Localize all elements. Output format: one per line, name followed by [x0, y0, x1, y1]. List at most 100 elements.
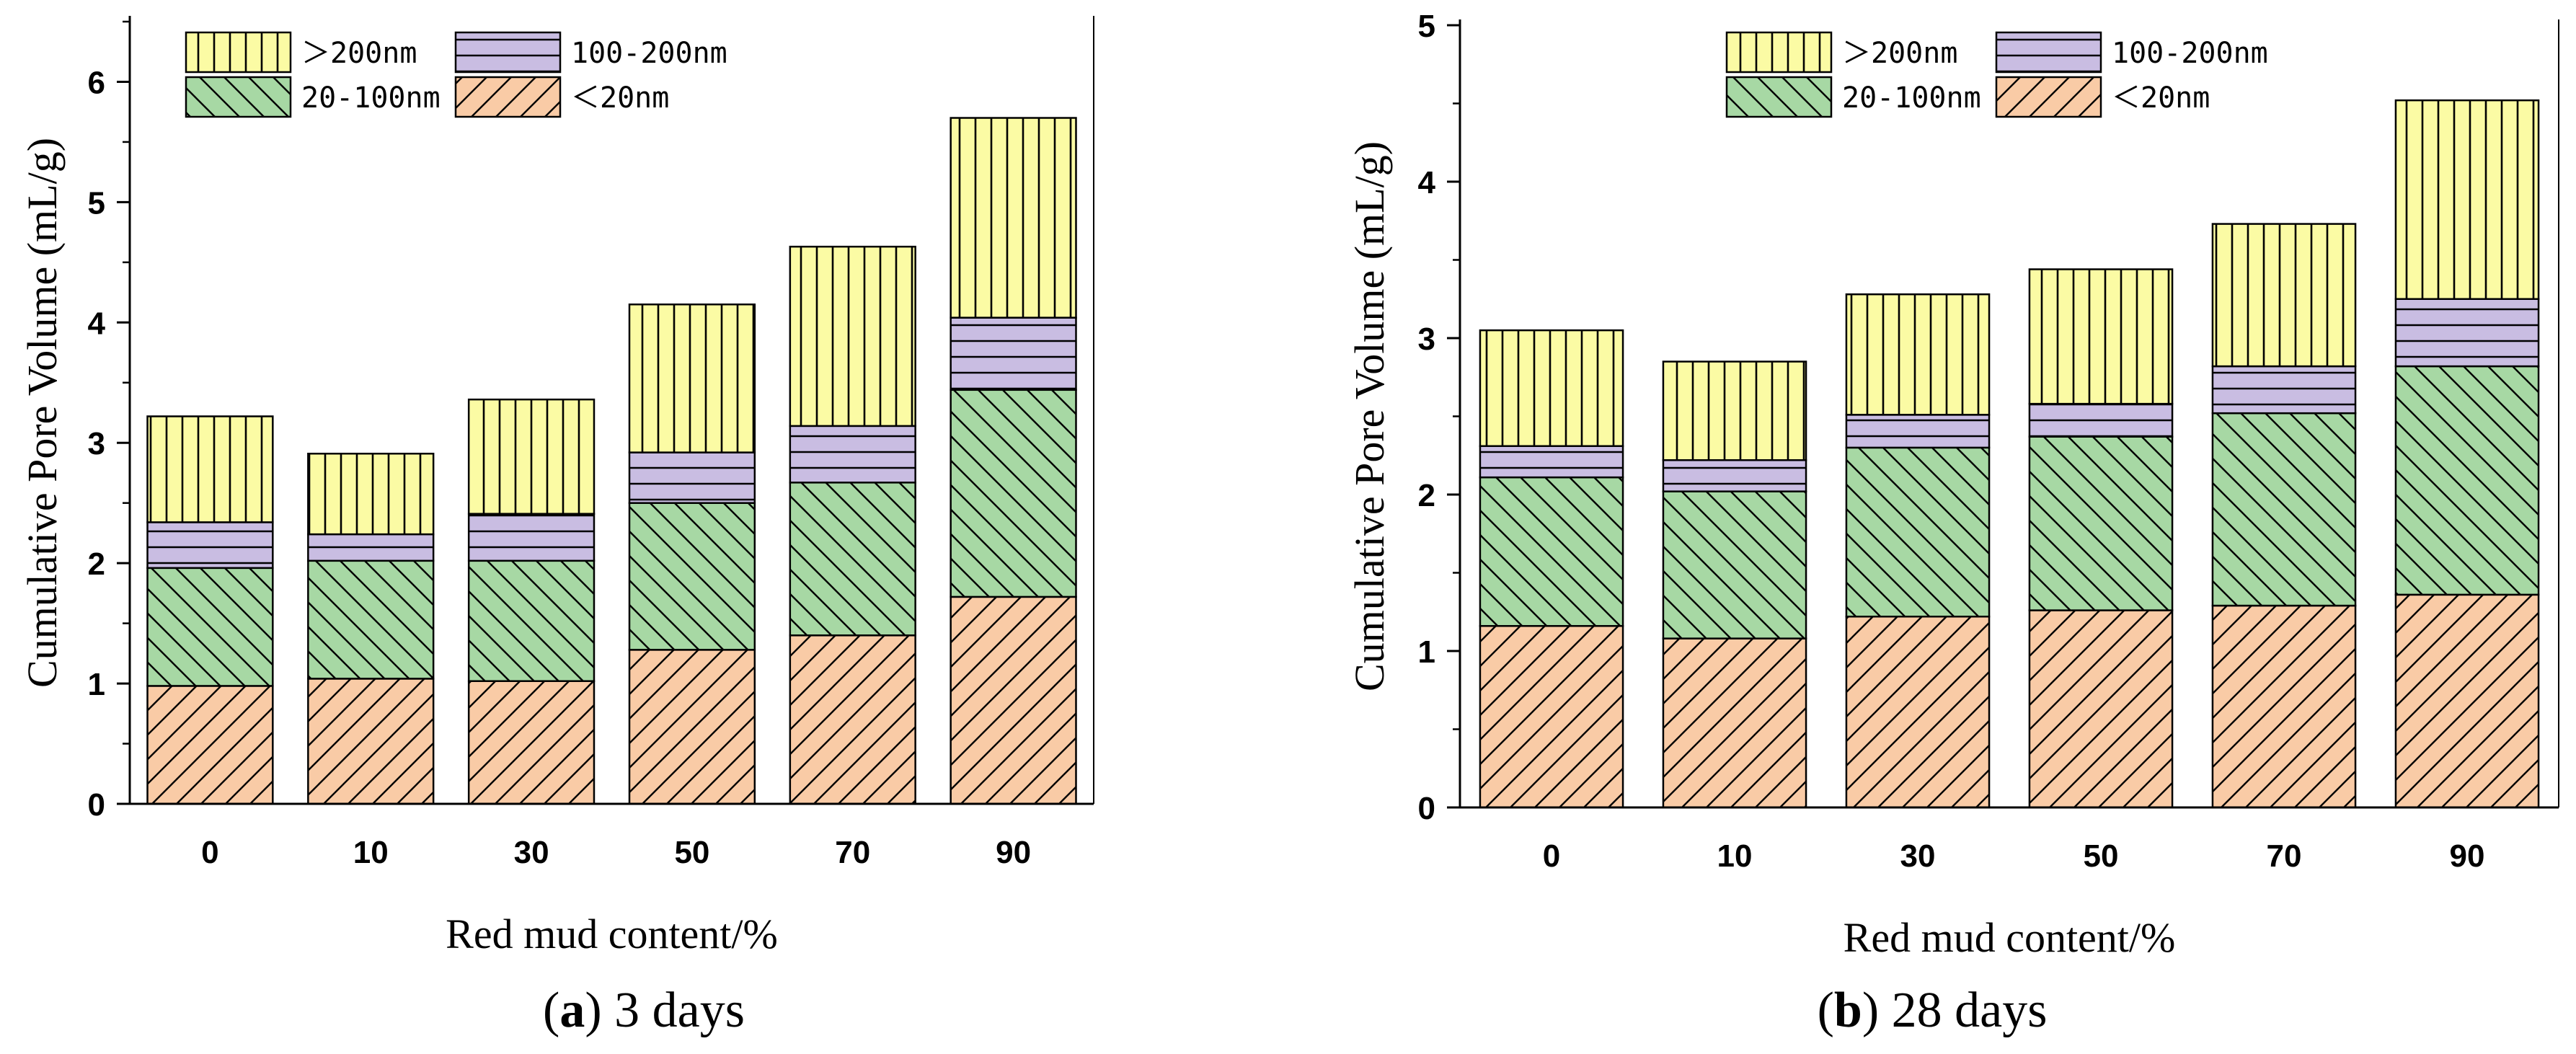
legend-swatch-gt200	[1725, 31, 1833, 74]
legend-label-r100_200: 100-200nm	[571, 37, 727, 70]
caption-a-letter: a	[559, 983, 585, 1038]
x-tick-label-10: 10	[1717, 838, 1753, 874]
bar-segment-gt200-90	[2394, 99, 2540, 300]
bar-segment-r20_100-70	[2211, 412, 2357, 607]
bar-segment-lt20-30	[467, 680, 596, 805]
y-tick-label-5: 5	[88, 185, 105, 221]
bar-segment-lt20-50	[2028, 609, 2174, 809]
legend-swatch-r20_100	[1725, 76, 1833, 118]
y-tick-label-0: 0	[88, 787, 105, 823]
bar-group-70	[2211, 223, 2357, 809]
bar-group-10	[307, 453, 435, 805]
legend: ＞200nm 100-200nm 20-100nm ＜20nm	[1725, 31, 2268, 118]
bar-segment-r100_200-50	[2028, 402, 2174, 438]
x-tick-label-70: 70	[2267, 838, 2302, 874]
bar-segment-lt20-90	[2394, 593, 2540, 809]
legend-swatch-lt20	[454, 76, 562, 118]
bar-segment-r100_200-10	[1662, 459, 1807, 492]
x-tick-label-30: 30	[514, 835, 549, 870]
legend-label-r20_100: 20-100nm	[301, 81, 441, 115]
bar-group-50	[2028, 268, 2174, 809]
legend: ＞200nm 100-200nm 20-100nm ＜20nm	[185, 31, 727, 118]
y-tick-label-5: 5	[1418, 9, 1435, 44]
x-axis-title: Red mud content/%	[1844, 914, 2176, 959]
x-axis-title: Red mud content/%	[446, 911, 778, 957]
bar-segment-r20_100-0	[1479, 476, 1624, 627]
legend-label-gt200: ＞200nm	[1842, 37, 1957, 70]
x-tick-label-10: 10	[353, 835, 389, 870]
legend-label-lt20: ＜20nm	[571, 81, 669, 115]
legend-swatch-gt200	[185, 31, 292, 74]
bar-segment-lt20-10	[307, 678, 435, 805]
y-axis-title: Cumulative Pore Volume (mL/g)	[19, 138, 66, 688]
bar-segment-gt200-10	[307, 453, 435, 536]
legend-swatch-r100_200	[454, 31, 562, 74]
x-tick-label-90: 90	[2450, 838, 2485, 874]
bar-group-90	[950, 117, 1077, 805]
bar-segment-gt200-50	[2028, 268, 2174, 405]
bar-segment-r100_200-0	[1479, 445, 1624, 479]
bar-group-30	[1845, 293, 1991, 809]
y-tick-label-2: 2	[88, 546, 105, 582]
bar-group-90	[2394, 99, 2540, 809]
bar-segment-r20_100-0	[146, 567, 274, 687]
bar-segment-r100_200-30	[1845, 414, 1991, 449]
caption-b-letter: b	[1833, 983, 1862, 1038]
chart-a-svg: 0 10 30 50 70 90 0 1 2 3 4 5 6 Red mud content/% Cumul…	[19, 16, 1094, 957]
bar-segment-r20_100-30	[1845, 446, 1991, 618]
bar-group-0	[146, 415, 274, 805]
legend-label-r100_200: 100-200nm	[2112, 37, 2268, 70]
bar-segment-r100_200-90	[2394, 298, 2540, 368]
x-tick-label-0: 0	[201, 835, 218, 870]
bar-segment-lt20-0	[146, 685, 274, 805]
legend-label-r20_100: 20-100nm	[1842, 81, 1981, 115]
bar-group-0	[1479, 329, 1624, 809]
bar-segment-r20_100-50	[2028, 435, 2174, 611]
bar-segment-r100_200-50	[628, 451, 756, 504]
legend-label-gt200: ＞200nm	[301, 37, 417, 70]
bar-segment-r20_100-10	[307, 559, 435, 680]
y-tick-label-4: 4	[88, 306, 106, 341]
y-tick-label-3: 3	[88, 426, 105, 461]
bar-segment-r100_200-0	[146, 521, 274, 570]
bar-segment-r100_200-10	[307, 533, 435, 562]
bar-segment-lt20-70	[2211, 604, 2357, 809]
bar-segment-r100_200-30	[467, 513, 596, 562]
bar-segment-gt200-90	[950, 117, 1077, 319]
bar-segment-gt200-10	[1662, 360, 1807, 461]
y-tick-label-1: 1	[88, 667, 105, 702]
y-tick-label-3: 3	[1418, 322, 1435, 357]
bar-group-10	[1662, 360, 1807, 809]
caption-b: (b) 28 days	[1817, 983, 2048, 1038]
x-tick-label-50: 50	[2084, 838, 2119, 874]
x-tick-label-0: 0	[1543, 838, 1560, 874]
bar-segment-gt200-30	[1845, 293, 1991, 416]
y-tick-label-4: 4	[1418, 165, 1436, 200]
bar-group-70	[789, 245, 916, 805]
bar-segment-r100_200-70	[2211, 365, 2357, 415]
bar-group-50	[628, 304, 756, 805]
bar-segment-r100_200-90	[950, 316, 1077, 391]
chart-panel-b: 0 10 30 50 70 90 0 1 2 3 4 5 Red mud content/% Cumula…	[1288, 0, 2576, 1054]
y-tick-label-6: 6	[88, 65, 105, 100]
bar-segment-gt200-0	[146, 415, 274, 523]
bar-segment-r20_100-90	[2394, 365, 2540, 596]
bar-segment-gt200-70	[789, 245, 916, 428]
x-tick-label-30: 30	[1900, 838, 1936, 874]
bar-segment-gt200-70	[2211, 223, 2357, 368]
bar-segment-lt20-90	[950, 595, 1077, 805]
chart-b-svg: 0 10 30 50 70 90 0 1 2 3 4 5 Red mud content/% Cumula…	[1346, 9, 2559, 959]
caption-a-text: 3 days	[601, 983, 745, 1038]
y-axis-title: Cumulative Pore Volume (mL/g)	[1346, 141, 1393, 691]
legend-swatch-r100_200	[1995, 31, 2102, 74]
bar-segment-r20_100-50	[628, 502, 756, 651]
bar-segment-lt20-70	[789, 634, 916, 805]
legend-swatch-lt20	[1995, 76, 2102, 118]
bar-segment-gt200-30	[467, 398, 596, 515]
bar-segment-gt200-0	[1479, 329, 1624, 447]
bar-segment-r20_100-30	[467, 559, 596, 682]
bar-segment-r100_200-70	[789, 425, 916, 484]
y-tick-label-2: 2	[1418, 478, 1435, 513]
y-tick-label-1: 1	[1418, 634, 1435, 670]
bar-segment-gt200-50	[628, 304, 756, 453]
